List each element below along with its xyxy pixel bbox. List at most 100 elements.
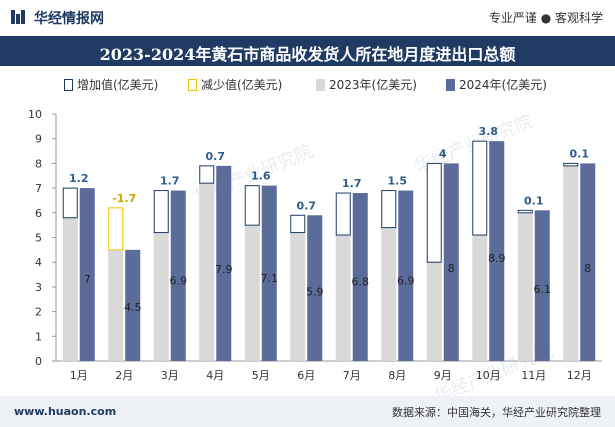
change-label: 1.7 bbox=[342, 177, 362, 190]
x-tick-label: 12月 bbox=[567, 369, 592, 382]
change-label: 1.6 bbox=[251, 170, 271, 183]
data-label-2024: 6.9 bbox=[397, 274, 415, 287]
bar-increase bbox=[290, 214, 306, 234]
slogan: 专业严谨 ● 客观科学 bbox=[488, 11, 603, 25]
bar-2023 bbox=[62, 217, 78, 361]
bar-increase bbox=[563, 162, 579, 167]
legend-item-increase: 增加值(亿美元) bbox=[64, 76, 158, 93]
x-tick-label: 5月 bbox=[252, 369, 270, 382]
bar-increase bbox=[199, 165, 215, 184]
bar-increase bbox=[472, 140, 488, 236]
data-label-2024: 8 bbox=[448, 262, 455, 275]
chart-plot: 0 1 2 3 4 5 6 7 8 9 10 1.2 7 1月 -1.7 4.5 2月 1.7 6.9 3月 0.7 7.… bbox=[28, 108, 602, 382]
data-label-2024: 6.9 bbox=[170, 274, 188, 287]
change-label: -1.7 bbox=[112, 192, 136, 205]
change-label: 1.5 bbox=[388, 175, 408, 188]
bar-increase bbox=[244, 185, 260, 226]
data-label-2024: 8.9 bbox=[488, 252, 506, 265]
x-tick-label: 11月 bbox=[521, 369, 546, 382]
data-label-2024: 5.9 bbox=[306, 285, 324, 298]
bar-increase bbox=[426, 162, 442, 263]
x-tick-label: 2月 bbox=[115, 369, 133, 382]
bar-increase bbox=[153, 190, 169, 234]
change-label: 3.8 bbox=[479, 125, 499, 138]
chart-title: 2023-2024年黄石市商品收发货人所在地月度进出口总额 bbox=[99, 45, 516, 64]
bar-2023 bbox=[199, 183, 215, 361]
site-url: www.huaon.com bbox=[14, 405, 117, 418]
bar-2023 bbox=[563, 165, 579, 361]
bar-2024 bbox=[398, 190, 414, 361]
legend: 增加值(亿美元) 减少值(亿美元) 2023年(亿美元) 2024年(亿美元) bbox=[0, 72, 615, 96]
legend-item-decrease: 减少值(亿美元) bbox=[188, 76, 282, 93]
change-label: 0.7 bbox=[297, 199, 317, 212]
y-tick-label: 4 bbox=[35, 256, 42, 269]
x-tick-label: 1月 bbox=[70, 369, 88, 382]
bar-2024 bbox=[79, 188, 95, 361]
title-bar: 2023-2024年黄石市商品收发货人所在地月度进出口总额 bbox=[0, 36, 615, 66]
bar-2024 bbox=[443, 163, 459, 361]
bar-2024 bbox=[170, 190, 186, 361]
y-tick-label: 7 bbox=[35, 182, 42, 195]
bar-2024 bbox=[125, 249, 141, 361]
change-label: 4 bbox=[439, 147, 447, 160]
y-tick-label: 2 bbox=[35, 306, 42, 319]
bar-increase bbox=[381, 190, 397, 229]
y-tick-label: 10 bbox=[28, 108, 42, 121]
legend-swatch-increase bbox=[64, 78, 73, 91]
bar-2023 bbox=[517, 212, 533, 361]
bar-2023 bbox=[472, 235, 488, 361]
data-label-2024: 7 bbox=[84, 273, 91, 286]
y-tick-label: 9 bbox=[35, 133, 42, 146]
bar-2024 bbox=[580, 163, 596, 361]
legend-label-2023: 2023年(亿美元) bbox=[329, 78, 417, 92]
data-source: 数据来源：中国海关，华经产业研究院整理 bbox=[392, 406, 601, 419]
data-label-2024: 6.8 bbox=[352, 275, 370, 288]
y-tick-label: 8 bbox=[35, 157, 42, 170]
data-label-2024: 4.5 bbox=[124, 301, 142, 314]
bar-2024 bbox=[352, 193, 368, 361]
logo-icon bbox=[11, 10, 25, 24]
bar-increase bbox=[517, 209, 533, 214]
data-label-2024: 7.9 bbox=[215, 263, 233, 276]
change-label: 1.2 bbox=[69, 172, 89, 185]
x-tick-label: 10月 bbox=[476, 369, 501, 382]
legend-swatch-decrease bbox=[188, 78, 197, 91]
bar-2024 bbox=[489, 141, 505, 361]
y-tick-label: 5 bbox=[35, 232, 42, 245]
bar-increase bbox=[62, 187, 78, 219]
change-label: 0.1 bbox=[570, 147, 590, 160]
bar-2024 bbox=[216, 165, 232, 361]
bar-2024 bbox=[307, 215, 323, 361]
y-tick-label: 1 bbox=[35, 330, 42, 343]
data-label-2024: 8 bbox=[584, 262, 591, 275]
top-bar: 华经情报网 专业严谨 ● 客观科学 bbox=[0, 0, 615, 36]
change-label: 0.7 bbox=[206, 150, 226, 163]
bar-2023 bbox=[244, 225, 260, 361]
bar-2023 bbox=[426, 262, 442, 361]
bar-decrease bbox=[108, 207, 124, 251]
bar-2024 bbox=[534, 210, 550, 361]
x-tick-label: 4月 bbox=[206, 369, 224, 382]
bar-2023 bbox=[335, 235, 351, 361]
legend-label-2024: 2024年(亿美元) bbox=[459, 78, 547, 92]
data-label-2024: 7.1 bbox=[261, 272, 279, 285]
legend-swatch-2024 bbox=[446, 78, 455, 91]
change-label: 0.1 bbox=[524, 194, 544, 207]
legend-item-2024: 2024年(亿美元) bbox=[446, 76, 547, 93]
x-tick-label: 6月 bbox=[297, 369, 315, 382]
y-tick-label: 6 bbox=[35, 207, 42, 220]
bar-increase bbox=[335, 192, 351, 236]
logo-text: 华经情报网 bbox=[34, 11, 104, 27]
footer: www.huaon.com 数据来源：中国海关，华经产业研究院整理 bbox=[0, 396, 615, 427]
legend-label-decrease: 减少值(亿美元) bbox=[201, 78, 283, 92]
legend-item-2023: 2023年(亿美元) bbox=[316, 76, 417, 93]
data-label-2024: 6.1 bbox=[534, 283, 552, 296]
bar-2023 bbox=[381, 227, 397, 361]
y-tick-label: 3 bbox=[35, 281, 42, 294]
bar-2023 bbox=[153, 232, 169, 361]
x-tick-label: 3月 bbox=[161, 369, 179, 382]
change-label: 1.7 bbox=[160, 175, 180, 188]
legend-label-increase: 增加值(亿美元) bbox=[77, 78, 159, 92]
x-tick-label: 7月 bbox=[343, 369, 361, 382]
x-tick-label: 8月 bbox=[388, 369, 406, 382]
